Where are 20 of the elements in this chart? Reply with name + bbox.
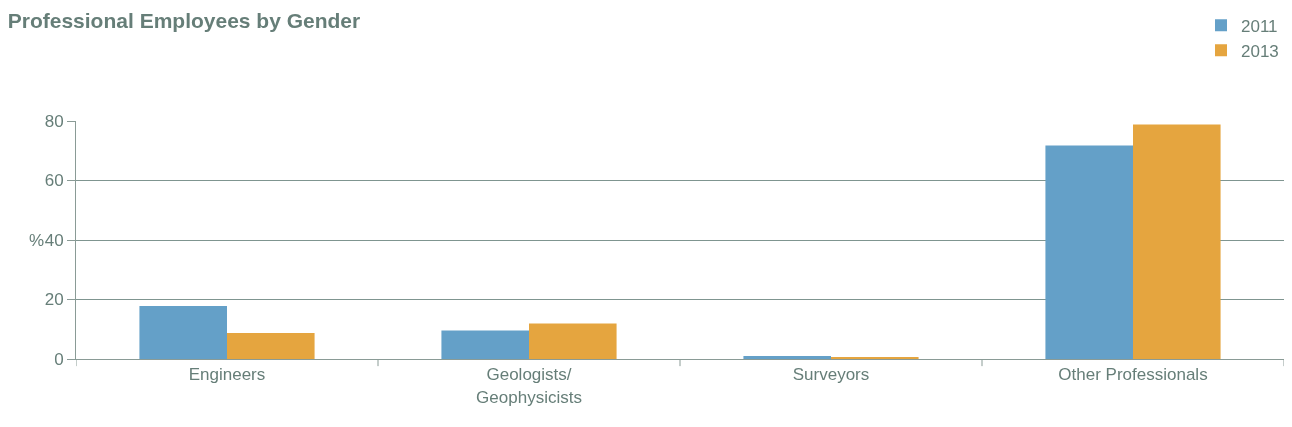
- x-tick-label: Geologists/ Geophysicists: [476, 365, 582, 407]
- bar: [743, 356, 831, 359]
- y-tick-label: 0: [54, 349, 64, 369]
- bar: [1045, 145, 1133, 359]
- bar: [529, 323, 617, 359]
- y-tick-label: 60: [44, 171, 64, 191]
- bar: [441, 330, 529, 359]
- bar: [1133, 124, 1221, 359]
- bar: [227, 333, 315, 359]
- y-tick-label: 20: [44, 290, 64, 310]
- y-axis-title: %: [29, 231, 45, 250]
- y-tick-label: 80: [44, 111, 64, 131]
- x-tick-label: Surveyors: [792, 365, 870, 385]
- x-tick-label: Engineers: [188, 365, 266, 385]
- y-tick-label: 40: [44, 230, 64, 250]
- legend-label: 2011: [1241, 16, 1278, 36]
- chart-title: Professional Employees by Gender: [7, 8, 361, 32]
- x-tick-label: Other Professionals: [1058, 365, 1208, 385]
- bar: [139, 306, 227, 359]
- legend-label: 2013: [1241, 41, 1279, 61]
